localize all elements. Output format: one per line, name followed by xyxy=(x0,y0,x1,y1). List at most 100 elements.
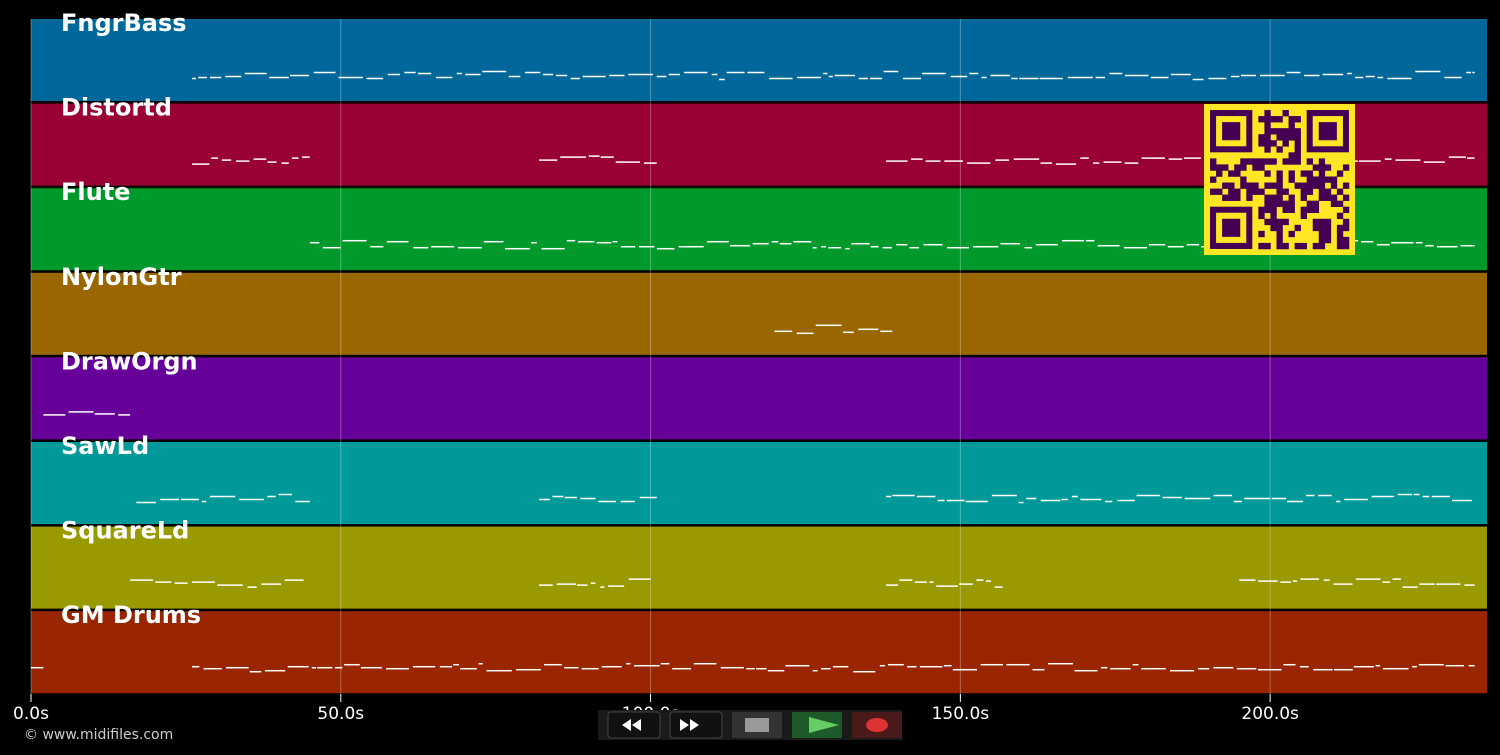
note xyxy=(236,160,250,162)
qr-pattern xyxy=(1210,110,1350,250)
note xyxy=(482,70,507,73)
qr-module xyxy=(1282,200,1289,207)
note xyxy=(465,73,481,76)
note xyxy=(43,414,66,416)
note xyxy=(457,246,482,249)
note xyxy=(203,667,222,670)
note xyxy=(1355,578,1381,580)
qr-module xyxy=(1336,170,1344,177)
note xyxy=(1080,498,1102,501)
note xyxy=(136,501,156,504)
qr-module xyxy=(1306,182,1314,189)
note xyxy=(342,239,367,242)
x-tick-label: 150.0s xyxy=(932,704,990,724)
note xyxy=(291,157,299,159)
note xyxy=(943,664,952,667)
qr-module xyxy=(1276,242,1283,250)
note xyxy=(1436,245,1458,248)
qr-module xyxy=(1264,218,1271,226)
qr-module xyxy=(1288,206,1295,214)
note-span xyxy=(192,156,310,165)
note xyxy=(278,493,293,496)
note xyxy=(1397,493,1413,496)
note xyxy=(1402,586,1418,588)
note xyxy=(1259,74,1285,77)
note xyxy=(815,324,842,327)
note-span xyxy=(309,239,1475,250)
note xyxy=(552,495,564,498)
qr-module xyxy=(1282,206,1289,214)
note xyxy=(1109,72,1123,75)
qr-module xyxy=(1342,236,1350,244)
note xyxy=(883,70,899,73)
note xyxy=(1124,162,1139,164)
qr-module xyxy=(1210,164,1217,171)
note xyxy=(155,581,172,583)
qr-module xyxy=(1276,134,1283,141)
note xyxy=(1304,74,1320,77)
note xyxy=(990,74,1011,77)
qr-module xyxy=(1288,122,1295,129)
qr-module xyxy=(1264,122,1271,129)
note xyxy=(1376,243,1390,246)
qr-module xyxy=(1282,110,1289,117)
qr-module xyxy=(1288,170,1295,177)
qr-module xyxy=(1324,164,1332,171)
qr-module xyxy=(1276,182,1283,189)
note xyxy=(1104,500,1113,503)
qr-module xyxy=(1282,128,1289,135)
note xyxy=(578,240,595,243)
qr-finder xyxy=(1318,122,1337,141)
qr-module xyxy=(1312,218,1320,226)
track-name: SawLd xyxy=(61,432,149,460)
note xyxy=(1006,663,1030,666)
qr-module xyxy=(1288,176,1295,183)
qr-module xyxy=(1276,218,1283,226)
qr-module xyxy=(1306,176,1314,183)
note xyxy=(556,583,576,585)
note xyxy=(660,662,670,665)
note xyxy=(1418,663,1444,666)
qr-module xyxy=(1240,176,1247,183)
note xyxy=(1395,159,1421,161)
note xyxy=(1448,156,1466,158)
note xyxy=(1467,157,1475,159)
qr-module xyxy=(1324,176,1332,183)
note xyxy=(608,585,625,587)
note-span xyxy=(192,70,1475,81)
note xyxy=(566,239,576,242)
qr-module xyxy=(1336,188,1344,195)
note xyxy=(1283,663,1296,666)
track-name: NylonGtr xyxy=(61,263,182,291)
note xyxy=(580,497,596,500)
qr-module xyxy=(1324,188,1332,195)
note xyxy=(639,245,655,248)
note xyxy=(1080,157,1089,159)
note xyxy=(887,663,904,666)
note xyxy=(1305,494,1315,497)
qr-module xyxy=(1264,200,1271,207)
qr-module xyxy=(1300,194,1307,201)
qr-module xyxy=(1258,212,1265,220)
note xyxy=(747,71,765,74)
note xyxy=(976,579,984,581)
note xyxy=(539,159,558,161)
note xyxy=(505,247,530,250)
note xyxy=(68,411,94,413)
note xyxy=(539,584,553,586)
note-span xyxy=(192,662,1475,673)
note xyxy=(966,162,991,164)
note xyxy=(249,670,262,673)
qr-module xyxy=(1288,128,1295,135)
note xyxy=(985,580,991,582)
note xyxy=(1040,162,1053,164)
note xyxy=(711,73,718,76)
qr-module xyxy=(1276,194,1283,201)
note xyxy=(922,72,946,75)
note xyxy=(1039,77,1063,80)
note xyxy=(601,665,622,668)
note xyxy=(823,72,828,75)
note xyxy=(886,584,899,586)
qr-module xyxy=(1276,116,1283,123)
note xyxy=(1431,495,1451,498)
